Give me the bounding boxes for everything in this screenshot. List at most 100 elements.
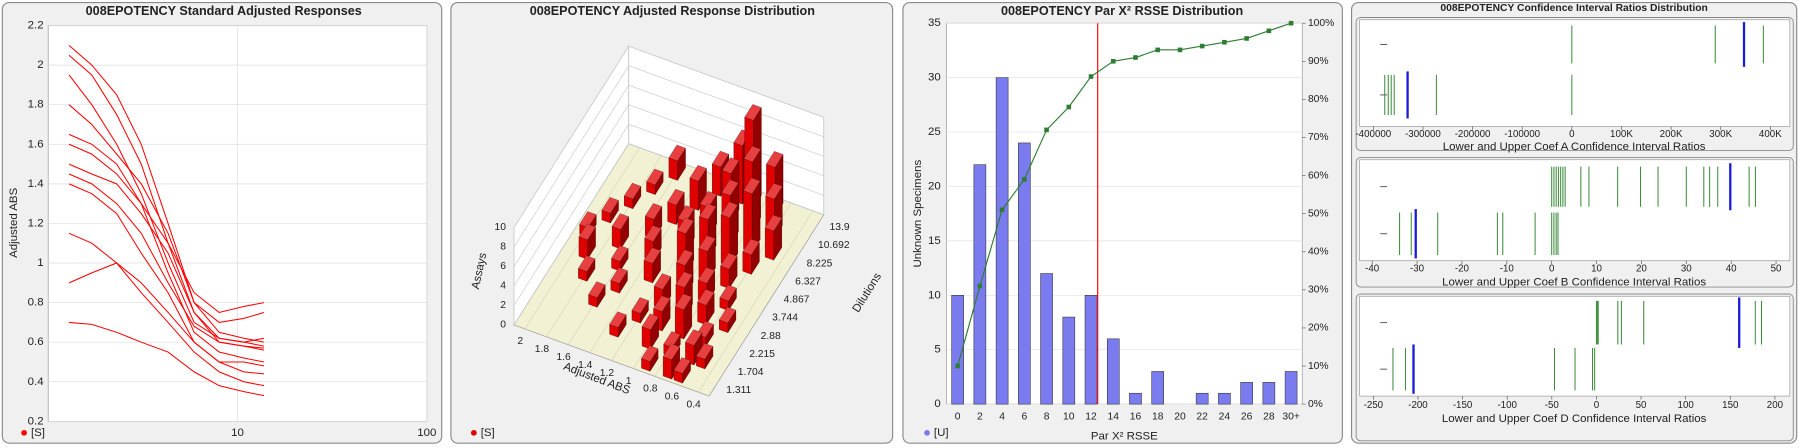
subplot-title: Lower and Upper Coef A Confidence Interv…	[1443, 141, 1706, 153]
x-tick-label: 200	[1767, 400, 1784, 411]
bar-top	[653, 273, 672, 290]
bar-light	[624, 183, 641, 199]
x-tick-label: 14	[1108, 411, 1120, 422]
x-tick-label: 300K	[1709, 129, 1732, 140]
x-tick-label: 4	[999, 411, 1005, 422]
x-tick-label: 30+	[1282, 411, 1300, 422]
legend-label: [S]	[481, 427, 495, 439]
bar-top	[644, 225, 662, 242]
bar	[674, 293, 693, 340]
y-tick-label: 10.692	[818, 240, 850, 251]
bar-light	[765, 183, 783, 200]
bar-light	[743, 177, 761, 194]
y-tick-label: 1.4	[28, 178, 45, 190]
x-tick-label: 0	[1549, 263, 1555, 274]
bar-light	[641, 345, 659, 362]
y-tick-label: 10	[928, 289, 941, 301]
line-marker	[955, 363, 960, 369]
line-marker	[1022, 177, 1027, 182]
bar-light	[742, 239, 760, 255]
series-line	[68, 262, 265, 367]
z-tick-label: 10	[494, 222, 506, 233]
bar-front	[712, 163, 721, 197]
bar	[1062, 316, 1076, 405]
x-tick-label: 1.4	[578, 360, 593, 371]
bar-top	[743, 145, 761, 163]
x-tick-label: 6	[1021, 411, 1027, 422]
bar-shade	[640, 300, 649, 324]
bar-light	[766, 151, 784, 168]
bar-shade	[597, 284, 606, 308]
y2-tick-label: 70%	[1308, 132, 1329, 143]
bar-shade	[620, 248, 629, 272]
bar-light	[654, 273, 671, 290]
bar-shade	[752, 181, 761, 253]
bar-top	[667, 189, 685, 206]
y-tick-label: 0.6	[28, 336, 44, 348]
bar-top	[610, 267, 628, 284]
bar-shade	[632, 186, 641, 209]
bar	[631, 297, 649, 324]
bar	[623, 182, 642, 210]
bar-shade	[694, 332, 703, 366]
bar-top	[766, 151, 784, 168]
plot-area	[1359, 19, 1791, 127]
chart-title: 008EPOTENCY Confidence Interval Ratios D…	[1440, 3, 1707, 14]
bar	[1084, 295, 1098, 405]
bar-top	[674, 293, 693, 310]
series-line	[68, 173, 265, 351]
bar-light	[644, 225, 662, 242]
bar	[668, 144, 686, 181]
x-tick-label: -200000	[1455, 129, 1491, 140]
x-tick-label: 50	[1771, 263, 1782, 274]
bar-top	[668, 144, 686, 162]
y-tick-label: 0.8	[28, 297, 44, 309]
bar	[1240, 382, 1253, 405]
bar	[1195, 392, 1209, 405]
bar-top	[721, 179, 739, 196]
bar-light	[744, 146, 761, 162]
x-tick-label: 8	[1044, 411, 1050, 422]
chart-title: 008EPOTENCY Par X² RSSE Distribution	[1001, 4, 1243, 18]
y-tick-label: 3.744	[772, 313, 798, 324]
bar-shade	[676, 192, 685, 225]
bar	[643, 247, 661, 284]
y-tick-label: 0.2	[28, 415, 44, 427]
line-marker	[1222, 39, 1227, 45]
line-marker	[1266, 28, 1272, 34]
x-tick-label: 0	[1569, 129, 1575, 140]
bar-light	[675, 293, 692, 310]
x-tick-label: -300000	[1405, 129, 1441, 140]
grid-line	[513, 45, 824, 228]
chart-title: 008EPOTENCY Adjusted Response Distributi…	[530, 4, 815, 18]
x-tick-label: 1.6	[556, 352, 571, 363]
x-tick-label: 18	[1152, 411, 1164, 422]
bar	[1040, 273, 1053, 405]
x-tick-label: -150	[1453, 400, 1473, 411]
legend-label: [U]	[934, 427, 949, 439]
x-tick-label: -400000	[1355, 129, 1391, 140]
y2-tick-label: 30%	[1308, 285, 1329, 296]
x-tick-label: 20	[1636, 263, 1647, 274]
bar	[1218, 392, 1231, 405]
chart-title: 008EPOTENCY Standard Adjusted Responses	[86, 4, 362, 18]
bar-light	[765, 215, 782, 231]
y-tick-label: 2.215	[749, 349, 775, 360]
bar	[697, 289, 715, 326]
bar-shade	[728, 288, 737, 311]
x-tick-label: 2	[977, 411, 983, 422]
x-tick-label: 0	[1594, 400, 1600, 411]
line-marker	[1155, 47, 1161, 53]
bar	[1129, 392, 1142, 405]
series-line	[68, 232, 265, 387]
series-line	[68, 143, 265, 314]
bar-light	[663, 331, 681, 348]
bar-shade	[729, 204, 738, 267]
legend-dot	[21, 429, 27, 436]
bar-top	[722, 157, 740, 174]
bar-top	[719, 284, 737, 302]
bar-light	[578, 255, 596, 272]
bar-shade	[683, 296, 692, 339]
bar-light	[719, 307, 736, 323]
bar	[764, 214, 783, 261]
